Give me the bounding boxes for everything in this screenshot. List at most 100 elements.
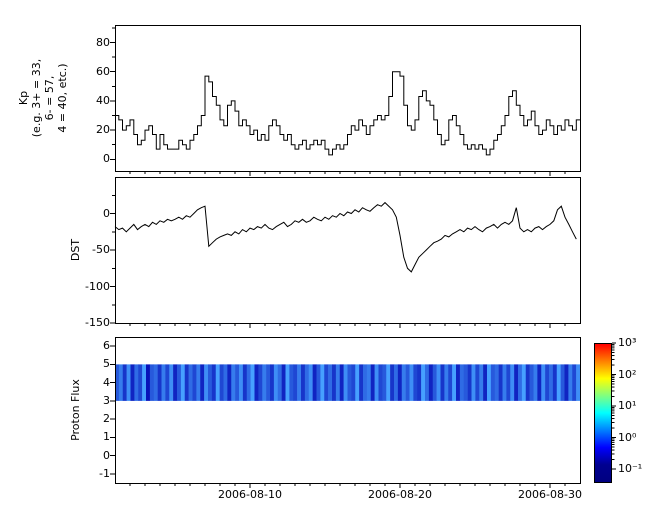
- proton-flux-stripe: [506, 364, 511, 401]
- kp-y-tick-label: 80: [96, 35, 110, 49]
- proton-flux-stripe: [142, 364, 147, 401]
- proton-flux-stripe: [459, 364, 465, 401]
- proton-flux-stripe: [184, 364, 189, 401]
- dst-y-tick-label: -150: [85, 316, 110, 329]
- proton-flux-stripe: [304, 364, 310, 401]
- proton-flux-stripe: [413, 364, 418, 401]
- proton-flux-stripe: [479, 364, 484, 401]
- proton-flux-stripe: [266, 364, 271, 401]
- proton-flux-stripe: [421, 364, 426, 401]
- proton-flux-stripe: [386, 364, 391, 401]
- proton-flux-stripe: [448, 364, 453, 401]
- proton-flux-stripe: [115, 364, 120, 401]
- colorbar-tick-label: 10⁻¹: [618, 462, 643, 475]
- proton-flux-stripe: [281, 364, 286, 401]
- proton-flux-stripe: [552, 364, 558, 401]
- proton-y-tick-label: 2: [103, 412, 110, 426]
- proton-flux-stripe: [223, 364, 228, 401]
- proton-flux-stripe: [332, 364, 337, 401]
- proton-flux-stripe: [200, 364, 205, 401]
- proton-flux-stripe: [541, 364, 546, 401]
- proton-flux-stripe: [180, 364, 186, 401]
- proton-y-tick-label: 3: [103, 393, 110, 407]
- proton-flux-stripe: [533, 364, 538, 401]
- proton-flux-stripe: [490, 364, 496, 401]
- colorbar-tick-label: 10⁰: [618, 430, 637, 444]
- proton-flux-stripe: [545, 364, 550, 401]
- proton-flux-stripe: [273, 364, 279, 401]
- proton-flux-stripe: [467, 364, 472, 401]
- x-tick-label: 2006-08-10: [218, 488, 282, 501]
- proton-flux-stripe: [529, 364, 534, 401]
- colorbar-tick-label: 10³: [618, 336, 637, 349]
- proton-flux-stripe: [347, 364, 352, 401]
- proton-flux-stripe: [153, 364, 158, 401]
- proton-flux-stripe: [235, 364, 240, 401]
- colorbar-tick-label: 10¹: [618, 399, 637, 412]
- proton-flux-stripe: [374, 364, 379, 401]
- proton-flux-stripe: [149, 364, 155, 401]
- proton-flux-stripe: [525, 364, 530, 401]
- proton-flux-stripe: [277, 364, 282, 401]
- proton-flux-stripe: [215, 364, 220, 401]
- proton-flux-stripe: [355, 364, 360, 401]
- proton-flux-stripe: [405, 364, 410, 401]
- proton-flux-stripe: [452, 364, 457, 401]
- proton-flux-stripe: [320, 364, 325, 401]
- proton-flux-stripe: [308, 364, 313, 401]
- colorbar-tick-label: 10²: [618, 367, 637, 381]
- proton-flux-stripe: [231, 364, 236, 401]
- proton-flux-stripe: [262, 364, 267, 401]
- proton-flux-stripe: [196, 364, 201, 401]
- proton-flux-stripe: [246, 364, 251, 401]
- proton-flux-stripe: [444, 364, 449, 401]
- proton-flux-stripe: [428, 364, 434, 401]
- proton-y-tick-label: -1: [99, 466, 110, 480]
- proton-flux-stripe: [301, 364, 306, 401]
- proton-flux-stripe: [510, 364, 515, 401]
- proton-flux-stripe: [339, 364, 344, 401]
- kp-panel-border: [115, 25, 581, 172]
- proton-flux-stripe: [324, 364, 329, 401]
- x-tick-label: 2006-08-20: [368, 488, 432, 501]
- proton-flux-stripe: [471, 364, 476, 401]
- proton-flux-stripe: [521, 364, 527, 401]
- proton-flux-stripe: [316, 364, 321, 401]
- proton-flux-stripe: [572, 364, 577, 401]
- proton-flux-stripe: [537, 364, 542, 401]
- proton-flux-stripe: [518, 364, 523, 401]
- dst-line: [114, 201, 577, 273]
- dst-y-tick-label: 0: [103, 206, 110, 220]
- proton-flux-stripe: [568, 364, 573, 401]
- proton-flux-stripe: [417, 364, 422, 401]
- proton-flux-stripe: [463, 364, 468, 401]
- proton-flux-stripe: [351, 364, 356, 401]
- proton-flux-stripe: [118, 364, 124, 401]
- proton-flux-stripe: [293, 364, 298, 401]
- proton-flux-stripe: [502, 364, 507, 401]
- proton-flux-stripe: [343, 364, 348, 401]
- proton-flux-stripe: [211, 364, 217, 401]
- proton-flux-stripe: [549, 364, 554, 401]
- proton-flux-stripe: [401, 364, 406, 401]
- proton-flux-stripe: [397, 364, 403, 401]
- proton-flux-stripe: [165, 364, 170, 401]
- proton-y-tick-label: 0: [103, 448, 110, 462]
- proton-flux-stripe: [432, 364, 437, 401]
- proton-flux-stripe: [126, 364, 131, 401]
- kp-y-tick-label: 60: [96, 64, 110, 78]
- colorbar-gradient: [594, 343, 612, 483]
- proton-flux-stripe: [359, 364, 364, 401]
- proton-y-tick-label: 5: [103, 357, 110, 371]
- proton-flux-stripe: [134, 364, 139, 401]
- proton-flux-stripe: [250, 364, 255, 401]
- proton-y-tick-label: 6: [103, 339, 110, 353]
- proton-flux-stripe: [289, 364, 294, 401]
- proton-flux-stripe: [161, 364, 166, 401]
- proton-flux-stripe: [514, 364, 519, 401]
- proton-flux-stripe: [382, 364, 387, 401]
- proton-flux-stripe: [335, 364, 341, 401]
- kp-y-tick-label: 0: [103, 152, 110, 166]
- proton-flux-stripe: [312, 364, 317, 401]
